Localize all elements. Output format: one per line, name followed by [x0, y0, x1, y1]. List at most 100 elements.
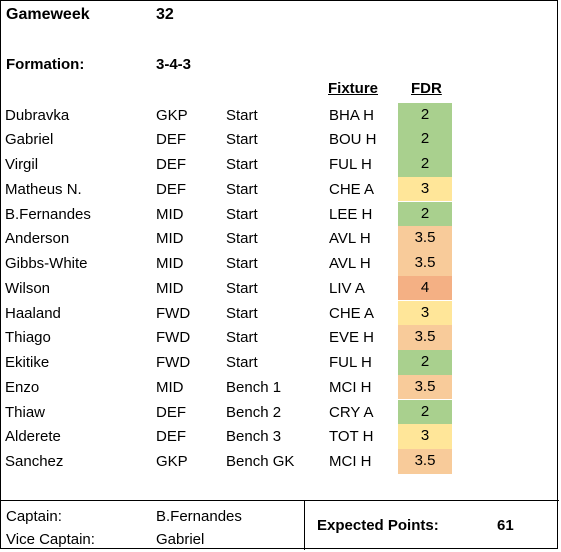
expected-points-value: 61 — [497, 517, 514, 534]
table-row: Sanchez GKP Bench GK MCI H 3.5 — [1, 449, 559, 474]
player-role: Start — [226, 230, 258, 248]
player-fixture: CRY A — [329, 403, 374, 421]
player-name: Thiaw — [5, 403, 46, 421]
player-fixture: MCI H — [329, 378, 372, 396]
fdr-cell: 2 — [398, 102, 452, 128]
player-position: GKP — [156, 106, 188, 124]
captain-label: Captain: — [6, 508, 62, 525]
player-role: Bench 2 — [226, 403, 282, 421]
table-row: Thiaw DEF Bench 2 CRY A 2 — [1, 399, 559, 425]
fdr-cell: 2 — [398, 201, 452, 227]
formation-value: 3-4-3 — [156, 56, 192, 73]
fdr-cell: 3 — [398, 176, 452, 202]
fdr-cell: 3.5 — [398, 374, 452, 400]
player-fixture: FUL H — [329, 156, 372, 173]
player-name: Dubravka — [5, 106, 70, 124]
table-row: Gibbs-White MID Start AVL H 3.5 — [1, 251, 559, 276]
footer-divider — [1, 500, 304, 501]
expected-points-label: Expected Points: — [317, 517, 439, 534]
player-position: MID — [156, 378, 184, 396]
player-fixture: BHA H — [329, 106, 375, 124]
fdr-cell: 2 — [398, 152, 452, 177]
player-role: Start — [226, 279, 258, 297]
gameweek-value: 32 — [156, 6, 174, 23]
player-position: DEF — [156, 180, 186, 198]
player-fixture: MCI H — [329, 453, 372, 470]
table-row: Enzo MID Bench 1 MCI H 3.5 — [1, 374, 559, 400]
player-position: FWD — [156, 329, 191, 347]
player-position: MID — [156, 279, 184, 297]
player-role: Start — [226, 131, 258, 149]
player-fixture: LIV A — [329, 279, 365, 297]
fdr-cell: 2 — [398, 127, 452, 152]
fdr-cell: 3.5 — [398, 325, 452, 350]
player-role: Bench 1 — [226, 378, 282, 396]
player-role: Start — [226, 304, 258, 322]
player-name: Enzo — [5, 378, 40, 396]
table-row: Gabriel DEF Start BOU H 2 — [1, 127, 559, 152]
player-name: Anderson — [5, 230, 70, 248]
table-row: B.Fernandes MID Start LEE H 2 — [1, 201, 559, 227]
player-fixture: LEE H — [329, 205, 373, 223]
table-row: Alderete DEF Bench 3 TOT H 3 — [1, 424, 559, 449]
fdr-cell: 3.5 — [398, 226, 452, 251]
player-role: Start — [226, 354, 258, 371]
player-position: MID — [156, 205, 184, 223]
table-row: Anderson MID Start AVL H 3.5 — [1, 226, 559, 251]
player-name: Ekitike — [5, 354, 50, 371]
player-name: Alderete — [5, 428, 61, 446]
player-fixture: AVL H — [329, 230, 371, 248]
player-fixture: CHE A — [329, 304, 375, 322]
fdr-cell: 3.5 — [398, 449, 452, 474]
vice-captain-value: Gabriel — [156, 531, 205, 548]
table-row: Matheus N. DEF Start CHE A 3 — [1, 176, 559, 202]
table-row: Wilson MID Start LIV A 4 — [1, 275, 559, 301]
fdr-cell: 2 — [398, 350, 452, 375]
table-row: Virgil DEF Start FUL H 2 — [1, 152, 559, 177]
table-row: Ekitike FWD Start FUL H 2 — [1, 350, 559, 375]
player-position: FWD — [156, 304, 191, 322]
player-role: Start — [226, 329, 258, 347]
player-name: B.Fernandes — [5, 205, 91, 223]
table-row: Dubravka GKP Start BHA H 2 — [1, 102, 559, 128]
fdr-cell: 3 — [398, 300, 452, 326]
fixture-column-header: Fixture — [328, 80, 379, 97]
player-name: Gabriel — [5, 131, 54, 149]
player-name: Haaland — [5, 304, 61, 322]
player-name: Thiago — [5, 329, 51, 347]
player-position: DEF — [156, 131, 186, 149]
player-fixture: EVE H — [329, 329, 375, 347]
player-position: DEF — [156, 428, 186, 446]
player-position: MID — [156, 230, 184, 248]
player-position: FWD — [156, 354, 191, 371]
expected-points-box: Expected Points: 61 — [304, 500, 559, 550]
player-role: Start — [226, 156, 258, 173]
player-fixture: CHE A — [329, 180, 375, 198]
player-role: Start — [226, 106, 258, 124]
player-position: DEF — [156, 156, 186, 173]
player-fixture: TOT H — [329, 428, 374, 446]
player-role: Start — [226, 205, 258, 223]
gameweek-label: Gameweek — [6, 6, 90, 23]
vice-captain-label: Vice Captain: — [6, 531, 95, 548]
table-row: Haaland FWD Start CHE A 3 — [1, 300, 559, 326]
player-name: Virgil — [5, 156, 39, 173]
formation-label: Formation: — [6, 56, 85, 73]
fdr-cell: 2 — [398, 399, 452, 425]
player-role: Bench GK — [226, 453, 295, 470]
player-name: Gibbs-White — [5, 255, 88, 272]
captain-value: B.Fernandes — [156, 508, 242, 525]
player-name: Wilson — [5, 279, 51, 297]
fdr-cell: 3.5 — [398, 251, 452, 276]
player-role: Start — [226, 255, 258, 272]
player-name: Sanchez — [5, 453, 64, 470]
player-role: Bench 3 — [226, 428, 282, 446]
fdr-cell: 4 — [398, 275, 452, 301]
player-name: Matheus N. — [5, 180, 82, 198]
player-position: DEF — [156, 403, 186, 421]
player-fixture: BOU H — [329, 131, 377, 149]
player-fixture: AVL H — [329, 255, 371, 272]
table-row: Thiago FWD Start EVE H 3.5 — [1, 325, 559, 350]
player-fixture: FUL H — [329, 354, 372, 371]
